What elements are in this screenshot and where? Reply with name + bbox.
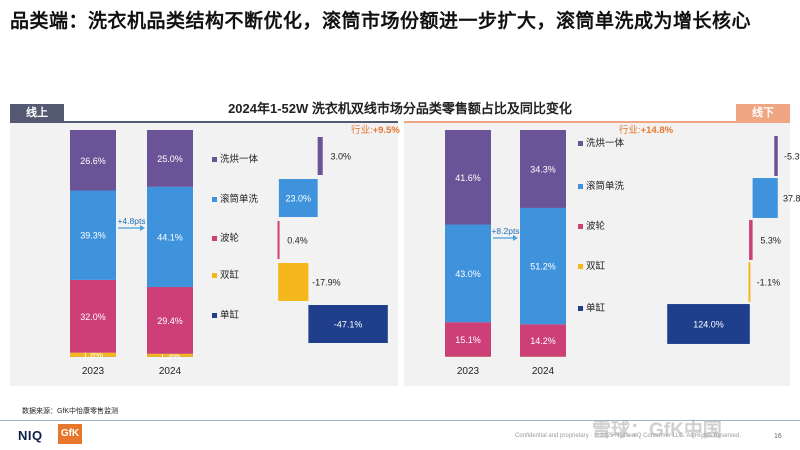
online-bar-front-load-2023 <box>70 190 116 280</box>
online-legend-swatch-dryer-combo <box>212 157 217 162</box>
online-label-dryer-combo-2024: 25.0% <box>157 154 183 164</box>
offline-legend-single-tub: 单缸 <box>586 302 606 314</box>
offline-growth-bar-single-tub <box>667 304 750 344</box>
online-bar-front-load-2024 <box>147 186 193 288</box>
offline-share-arrow-head <box>513 235 518 241</box>
online-bar-dryer-combo-2024 <box>147 130 193 187</box>
online-legend-dryer-combo: 洗烘一体 <box>220 153 259 165</box>
headline: 品类端：洗衣机品类结构不断优化，滚筒市场份额进一步扩大，滚筒单洗成为增长核心 <box>10 11 752 32</box>
offline-label-impeller-2023: 15.1% <box>455 335 481 345</box>
online-tab-line <box>10 121 398 123</box>
online-label-twin-tub-2024: 1.3% <box>160 351 181 361</box>
online-legend-swatch-twin-tub <box>212 273 217 278</box>
online-growth-bar-dryer-combo <box>317 137 323 175</box>
offline-growth-bar-front-load <box>752 178 778 218</box>
offline-legend-swatch-single-tub <box>578 306 583 311</box>
online-xtick-2024: 2024 <box>159 366 182 377</box>
offline-industry-growth-label: 行业:+14.8% <box>619 124 674 136</box>
online-label-dryer-combo-2023: 26.6% <box>80 156 106 166</box>
online-bar-twin-tub-2024 <box>147 353 193 357</box>
online-growth-label-single-tub: -47.1% <box>334 320 363 330</box>
online-label-twin-tub-2023: 1.8% <box>83 350 104 360</box>
online-growth-label-dryer-combo: 3.0% <box>330 152 351 162</box>
online-growth-bar-twin-tub <box>278 263 309 301</box>
online-label-impeller-2024: 29.4% <box>157 316 183 326</box>
offline-label-front-load-2023: 43.0% <box>455 269 481 279</box>
online-bar-dryer-combo-2023 <box>70 130 116 191</box>
online-industry-growth-label: 行业:+9.5% <box>351 124 400 136</box>
online-legend-single-tub: 单缸 <box>220 309 240 321</box>
offline-tab-line <box>404 121 790 123</box>
offline-growth-label-single-tub: 124.0% <box>693 320 724 330</box>
confidential-notice: Confidential and proprietary · © 2025 Ni… <box>515 433 741 439</box>
online-share-change-label: +4.8pts <box>117 216 145 226</box>
online-growth-bar-single-tub <box>308 305 388 343</box>
online-label-front-load-2023: 39.3% <box>80 231 106 241</box>
offline-legend-dryer-combo: 洗烘一体 <box>586 137 625 149</box>
offline-bar-dryer-combo-2024 <box>520 130 566 208</box>
online-growth-label-impeller: 0.4% <box>287 236 308 246</box>
offline-bar-impeller-2024 <box>520 324 566 357</box>
online-growth-bar-front-load <box>278 179 318 217</box>
online-bar-twin-tub-2023 <box>70 352 116 357</box>
online-legend-swatch-front-load <box>212 197 217 202</box>
offline-growth-bar-dryer-combo <box>774 136 778 176</box>
offline-share-change-label: +8.2pts <box>491 226 519 236</box>
page-number: 16 <box>774 433 782 440</box>
offline-legend-swatch-twin-tub <box>578 264 583 269</box>
offline-legend-front-load: 滚筒单洗 <box>586 180 625 192</box>
online-growth-label-front-load: 23.0% <box>285 194 311 204</box>
offline-xtick-2023: 2023 <box>457 366 480 377</box>
data-source-note: 数据来源：GfK中怡康零售监测 <box>22 408 119 415</box>
offline-growth-label-impeller: 5.3% <box>760 236 781 246</box>
offline-legend-swatch-front-load <box>578 184 583 189</box>
offline-bar-front-load-2024 <box>520 207 566 325</box>
online-bar-impeller-2024 <box>147 287 193 354</box>
online-xtick-2023: 2023 <box>82 366 105 377</box>
offline-bar-front-load-2023 <box>445 224 491 323</box>
offline-legend-twin-tub: 双缸 <box>586 260 606 272</box>
offline-growth-bar-impeller <box>749 220 753 260</box>
offline-growth-label-dryer-combo: -5.3% <box>784 152 800 162</box>
gfk-logo: GfK <box>58 424 82 444</box>
online-bar-impeller-2023 <box>70 279 116 353</box>
offline-growth-label-twin-tub: -1.1% <box>757 278 781 288</box>
offline-channel-tab: 线下 <box>736 104 790 122</box>
online-label-impeller-2023: 32.0% <box>80 312 106 322</box>
online-label-front-load-2024: 44.1% <box>157 232 183 242</box>
offline-legend-swatch-impeller <box>578 224 583 229</box>
offline-bar-dryer-combo-2023 <box>445 130 491 225</box>
offline-growth-label-front-load: 37.8% <box>783 194 800 204</box>
offline-label-dryer-combo-2023: 41.6% <box>455 173 481 183</box>
online-channel-tab: 线上 <box>10 104 64 122</box>
chart-title: 2024年1-52W 洗衣机双线市场分品类零售额占比及同比变化 <box>228 101 572 116</box>
niq-logo: NIQ <box>18 428 43 443</box>
online-growth-label-twin-tub: -17.9% <box>312 278 341 288</box>
footer-rule <box>0 420 800 421</box>
online-legend-twin-tub: 双缸 <box>220 269 240 281</box>
offline-bar-impeller-2023 <box>445 322 491 357</box>
offline-label-dryer-combo-2024: 34.3% <box>530 164 556 174</box>
online-legend-swatch-impeller <box>212 236 217 241</box>
online-legend-impeller: 波轮 <box>220 232 240 244</box>
watermark: 雪球：GfK中国 <box>592 420 722 441</box>
offline-legend-swatch-dryer-combo <box>578 141 583 146</box>
offline-label-impeller-2024: 14.2% <box>530 336 556 346</box>
offline-label-front-load-2024: 51.2% <box>530 262 556 272</box>
online-growth-bar-impeller <box>277 221 280 259</box>
offline-legend-impeller: 波轮 <box>586 220 606 232</box>
online-share-arrow-head <box>140 225 145 231</box>
online-legend-swatch-single-tub <box>212 313 217 318</box>
online-legend-front-load: 滚筒单洗 <box>220 193 259 205</box>
offline-growth-bar-twin-tub <box>748 262 751 302</box>
offline-xtick-2024: 2024 <box>532 366 555 377</box>
